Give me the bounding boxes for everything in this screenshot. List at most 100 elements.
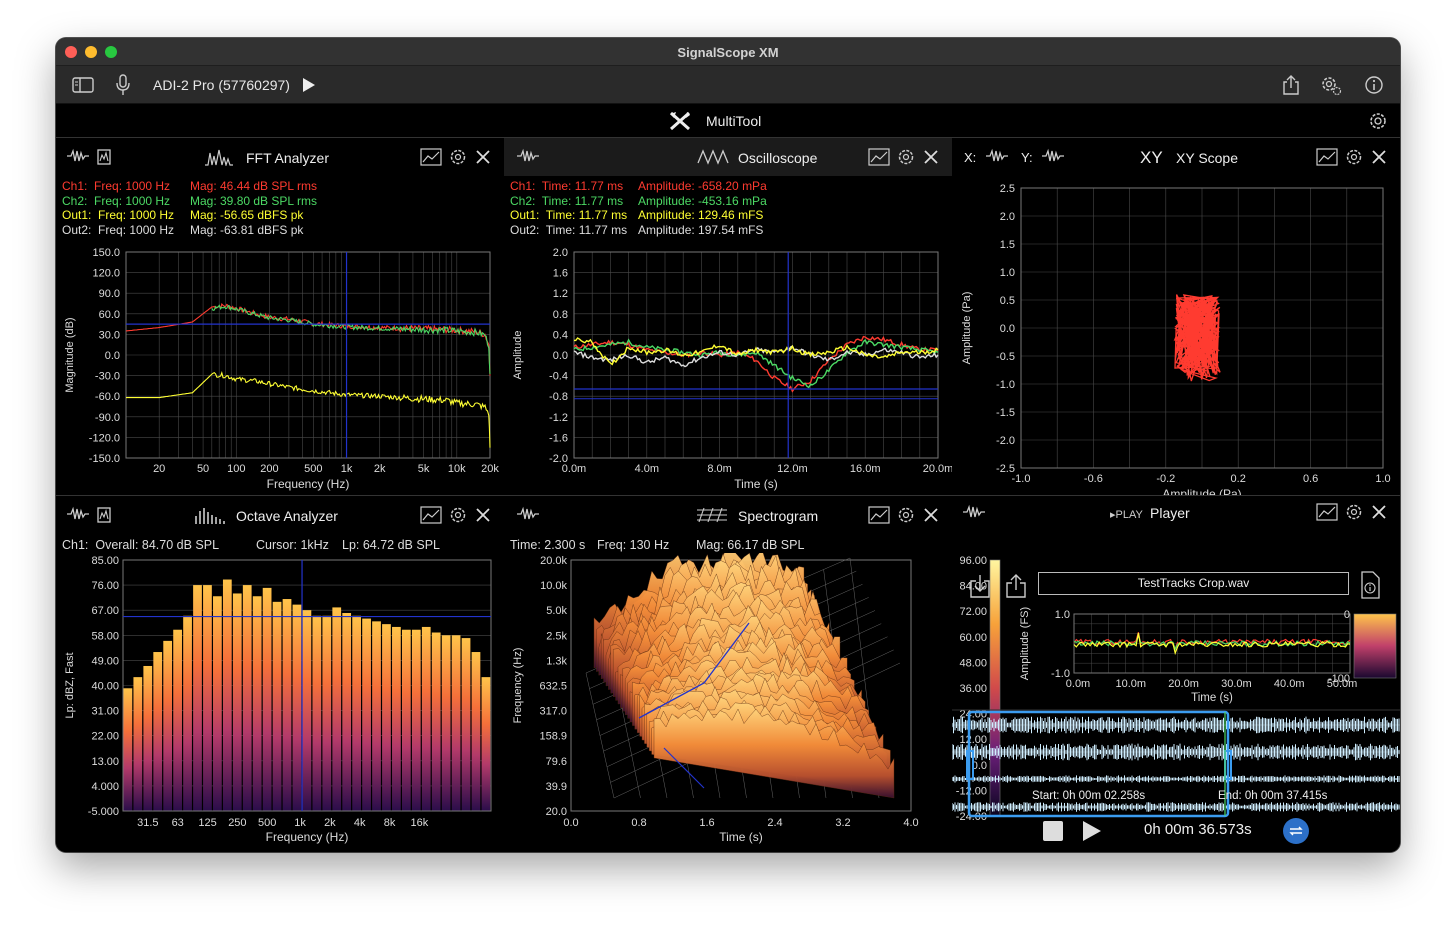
octave-readout-overall: Ch1: Overall: 84.70 dB SPL xyxy=(62,538,220,552)
zoom-window-button[interactable] xyxy=(105,46,117,58)
window-title: SignalScope XM xyxy=(677,45,779,60)
share-icon[interactable] xyxy=(1280,66,1302,104)
input-device-name[interactable]: ADI-2 Pro (57760297) xyxy=(153,77,290,93)
close-panel-icon[interactable] xyxy=(1371,149,1387,165)
chart-options-icon[interactable] xyxy=(420,506,442,524)
fft-readout-ch2-mag: Mag: 39.80 dB SPL rms xyxy=(190,193,317,208)
close-panel-icon[interactable] xyxy=(923,149,939,165)
x-tick-label: 0.0m xyxy=(562,463,586,475)
freq-response-icon[interactable] xyxy=(96,506,112,524)
octave-bar xyxy=(242,585,252,811)
spectrogram-readout-freq: Freq: 130 Hz xyxy=(597,538,670,552)
x-input-icon[interactable] xyxy=(985,148,1009,164)
y-tick-label: 120.0 xyxy=(92,268,120,280)
microphone-icon[interactable] xyxy=(112,66,134,104)
x-tick-label: 10k xyxy=(448,463,466,475)
info-icon[interactable] xyxy=(1362,66,1386,104)
y-tick-label: 150.0 xyxy=(92,247,120,259)
input-select-icon[interactable] xyxy=(516,148,540,164)
octave-bar xyxy=(481,677,491,811)
fft-plot[interactable]: 150.0 120.0 90.0 60.0 30.0 0.0 -30.0 -60.0 -90.0… xyxy=(56,240,504,495)
y-tick-label: 2.0 xyxy=(1000,211,1015,223)
octave-bar xyxy=(143,665,153,811)
y-axis-label: Magnitude (dB) xyxy=(64,317,76,392)
x-tick-label: 20.0m xyxy=(1168,678,1199,690)
panel-title: FFT Analyzer xyxy=(246,150,329,166)
close-panel-icon[interactable] xyxy=(475,149,491,165)
player-scope[interactable]: 96.0084.0072.0060.0048.0036.0024.0012.00… xyxy=(952,496,1400,852)
panel-gear-icon[interactable] xyxy=(1345,503,1363,521)
import-icon[interactable] xyxy=(968,572,992,600)
x-tick-label: 4.0m xyxy=(635,463,659,475)
close-panel-icon[interactable] xyxy=(923,507,939,523)
y-tick-label: 31.00 xyxy=(91,706,119,718)
spectrogram-readout-time: Time: 2.300 s xyxy=(510,538,586,552)
y-input-icon[interactable] xyxy=(1041,148,1065,164)
octave-plot[interactable]: 85.00 76.00 67.00 58.00 49.00 40.00 31.00 22.00… xyxy=(56,553,504,852)
x-tick-label: 0.0m xyxy=(1066,678,1090,690)
minimize-window-button[interactable] xyxy=(85,46,97,58)
panel-gear-icon[interactable] xyxy=(1345,148,1363,166)
chart-options-icon[interactable] xyxy=(1316,148,1338,166)
y-tick-label: 2.5 xyxy=(1000,183,1015,195)
chart-options-icon[interactable] xyxy=(868,506,890,524)
input-select-icon[interactable] xyxy=(962,504,986,520)
x-tick-label: 20k xyxy=(481,463,499,475)
export-icon[interactable] xyxy=(1004,572,1028,600)
chart-options-icon[interactable] xyxy=(1316,503,1338,521)
octave-bar xyxy=(282,599,292,811)
spectrogram-plot[interactable]: 20.0k 10.0k 5.0k 2.5k 1.3k 632.5 317.0 158.9 79.… xyxy=(504,553,952,852)
input-select-icon[interactable] xyxy=(66,148,90,164)
chart-options-icon[interactable] xyxy=(420,148,442,166)
oscilloscope-plot[interactable]: 2.0 1.6 1.2 0.8 0.4 0.0 -0.4 -0.8 -1.2 -1.6 -2.00.… xyxy=(504,240,952,495)
panel-gear-icon[interactable] xyxy=(449,506,467,524)
y-tick-label: 632.5 xyxy=(539,681,567,693)
y-tick-label: -60.0 xyxy=(95,391,120,403)
play-icon[interactable] xyxy=(299,66,319,104)
x-tick-label: 40.0m xyxy=(1274,678,1305,690)
xy-scope-plot[interactable]: 2.52.01.51.00.50.0-0.5-1.0-1.5-2.0-2.5-1… xyxy=(952,176,1400,495)
multitool-gear-icon[interactable] xyxy=(1368,111,1388,136)
panel-gear-icon[interactable] xyxy=(897,148,915,166)
file-info-icon[interactable] xyxy=(1358,570,1382,600)
play-button[interactable] xyxy=(1081,820,1103,842)
title-bar: SignalScope XM xyxy=(56,38,1400,66)
sidebar-toggle-icon[interactable] xyxy=(70,66,96,104)
y-tick-label: 20.0 xyxy=(546,806,567,818)
x-axis-label: Time (s) xyxy=(719,830,763,844)
octave-bar xyxy=(401,629,411,811)
file-name-field[interactable]: TestTracks Crop.wav xyxy=(1038,572,1349,595)
colorbar-tick-label: 0.0 xyxy=(972,760,987,772)
freq-response-icon[interactable] xyxy=(96,148,112,166)
x-tick-label: 20 xyxy=(153,463,165,475)
close-panel-icon[interactable] xyxy=(475,507,491,523)
y-tick-label: 0.0 xyxy=(1000,323,1015,335)
panel-gear-icon[interactable] xyxy=(897,506,915,524)
plot-frame xyxy=(1020,187,1384,469)
x-tick-label: 50.0m xyxy=(1327,678,1358,690)
gear-settings-icon[interactable] xyxy=(1318,66,1344,104)
octave-readout-cursor: Cursor: 1kHz xyxy=(256,538,329,552)
close-window-button[interactable] xyxy=(65,46,77,58)
input-select-icon[interactable] xyxy=(516,506,540,522)
x-tick-label: 200 xyxy=(260,463,278,475)
y-tick-label: -150.0 xyxy=(89,453,120,465)
stop-button[interactable] xyxy=(1043,821,1063,841)
loop-button[interactable] xyxy=(1283,818,1309,844)
panel-gear-icon[interactable] xyxy=(449,148,467,166)
chart-options-icon[interactable] xyxy=(868,148,890,166)
y-tick-label: 40.00 xyxy=(91,681,119,693)
spectrogram-panel: Spectrogram Time: 2.300 s Freq: 130 Hz M… xyxy=(504,495,952,852)
y-tick-label: -30.0 xyxy=(95,371,120,383)
panel-title: Spectrogram xyxy=(738,508,819,524)
x-tick-label: 1k xyxy=(294,817,306,829)
y-tick-label: -2.5 xyxy=(996,463,1015,475)
plot-frame xyxy=(122,559,492,812)
octave-bar xyxy=(163,640,173,811)
xy-y-label: Y: xyxy=(1021,150,1033,165)
y-tick-label: 317.0 xyxy=(539,706,567,718)
x-tick-label: 4.0 xyxy=(903,817,918,829)
close-panel-icon[interactable] xyxy=(1371,504,1387,520)
input-select-icon[interactable] xyxy=(66,506,90,522)
y-axis-label: Amplitude xyxy=(512,331,524,380)
